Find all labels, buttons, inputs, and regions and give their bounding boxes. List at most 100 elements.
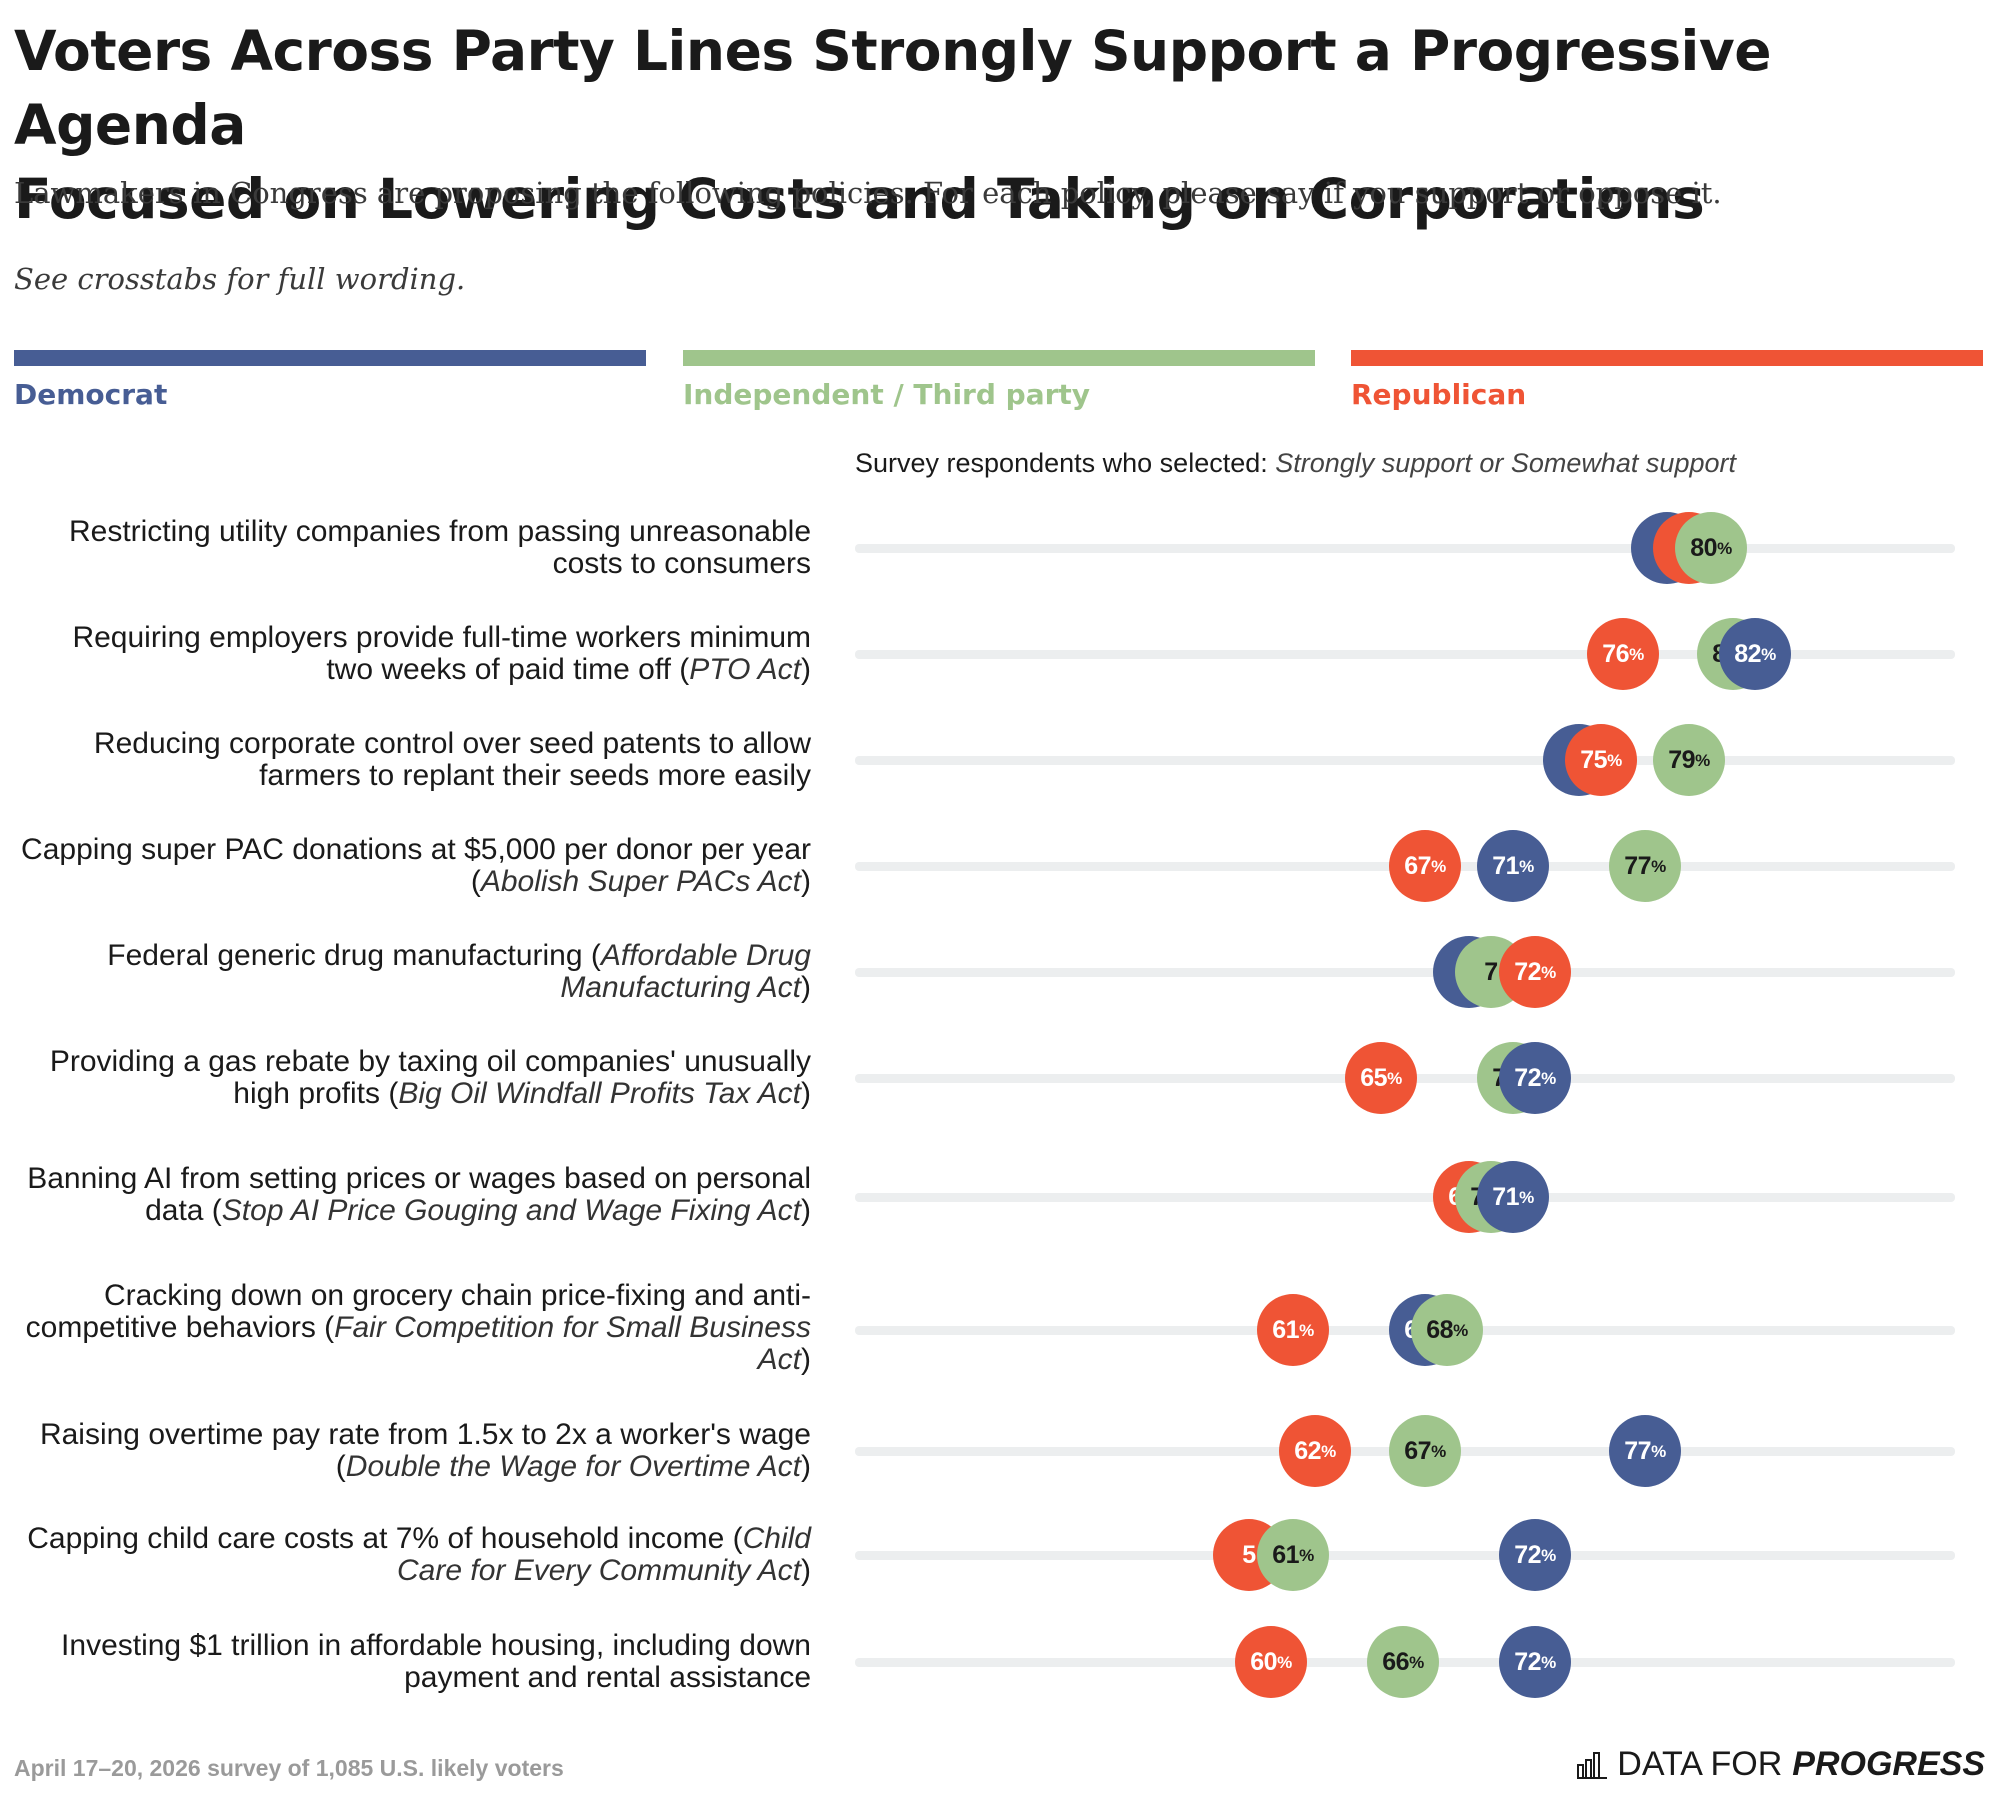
- row-label: Restricting utility companies from passi…: [21, 516, 811, 580]
- dot-value: 77: [1624, 852, 1651, 881]
- dot-ind: 77%: [1609, 830, 1681, 902]
- percent-sign: %: [1431, 857, 1446, 877]
- dot-rep: 76%: [1587, 618, 1659, 690]
- percent-sign: %: [1541, 1546, 1556, 1566]
- dot-dem: 71%: [1477, 830, 1549, 902]
- brand-logo: DATA FOR PROGRESS: [1577, 1745, 1985, 1784]
- dot-dem: 71%: [1477, 1161, 1549, 1233]
- dot-value: 67: [1404, 852, 1431, 881]
- legend-label-democrat: Democrat: [14, 378, 646, 411]
- dot-dem: 82%: [1719, 618, 1791, 690]
- dot-rep: 61%: [1257, 1294, 1329, 1366]
- row-label-text: Restricting utility companies from passi…: [69, 515, 811, 580]
- dot-value: 7: [1484, 958, 1497, 987]
- row-label: Banning AI from setting prices or wages …: [21, 1163, 811, 1227]
- brand-text: DATA FOR: [1617, 1745, 1782, 1784]
- row-act-name: Double the Wage for Overtime Act: [346, 1450, 801, 1483]
- legend-label-republican: Republican: [1351, 378, 1983, 411]
- percent-sign: %: [1651, 1442, 1666, 1462]
- percent-sign: %: [1519, 857, 1534, 877]
- axis-caption-emphasis: Strongly support or Somewhat support: [1275, 448, 1736, 478]
- percent-sign: %: [1695, 751, 1710, 771]
- axis-caption: Survey respondents who selected: Strongl…: [855, 448, 1736, 479]
- percent-sign: %: [1629, 645, 1644, 665]
- dot-value: 61: [1272, 1541, 1299, 1570]
- row-label: Raising overtime pay rate from 1.5x to 2…: [21, 1419, 811, 1483]
- percent-sign: %: [1607, 751, 1622, 771]
- percent-sign: %: [1277, 1653, 1292, 1673]
- percent-sign: %: [1299, 1546, 1314, 1566]
- row-label: Federal generic drug manufacturing (Affo…: [21, 940, 811, 1004]
- percent-sign: %: [1541, 963, 1556, 983]
- dot-value: 82: [1734, 640, 1761, 669]
- percent-sign: %: [1761, 645, 1776, 665]
- dot-ind: 79%: [1653, 724, 1725, 796]
- row-act-name: Stop AI Price Gouging and Wage Fixing Ac…: [222, 1194, 801, 1227]
- row-label-text: Capping super PAC donations at $5,000 pe…: [21, 833, 811, 866]
- dot-dem: 72%: [1499, 1042, 1571, 1114]
- percent-sign: %: [1453, 1321, 1468, 1341]
- row-act-name: Big Oil Windfall Profits Tax Act: [398, 1077, 801, 1110]
- chart-subtitle: Lawmakers in Congress are proposing the …: [14, 176, 1722, 210]
- row-label-text: Capping child care costs at 7% of househ…: [27, 1522, 724, 1555]
- dot-value: 61: [1272, 1316, 1299, 1345]
- dot-rep: 75%: [1565, 724, 1637, 796]
- dot-value: 71: [1492, 852, 1519, 881]
- axis-caption-prefix: Survey respondents who selected:: [855, 448, 1275, 478]
- percent-sign: %: [1431, 1442, 1446, 1462]
- source-note: April 17–20, 2026 survey of 1,085 U.S. l…: [14, 1755, 564, 1782]
- row-act-name: Affordable Drug Manufacturing Act: [560, 939, 811, 1004]
- dot-rep: 60%: [1235, 1626, 1307, 1698]
- percent-sign: %: [1299, 1321, 1314, 1341]
- dot-value: 65: [1360, 1064, 1387, 1093]
- dot-ind: 61%: [1257, 1519, 1329, 1591]
- legend-republican: Republican: [1351, 350, 1983, 411]
- percent-sign: %: [1651, 857, 1666, 877]
- row-label: Providing a gas rebate by taxing oil com…: [21, 1046, 811, 1110]
- dot-value: 75: [1580, 746, 1607, 775]
- row-track: [855, 1551, 1955, 1560]
- row-label: Cracking down on grocery chain price-fix…: [21, 1280, 811, 1376]
- dot-value: 72: [1514, 1541, 1541, 1570]
- dot-ind: 80%: [1675, 512, 1747, 584]
- legend-swatch-independent: [683, 350, 1315, 366]
- legend-democrat: Democrat: [14, 350, 646, 411]
- dot-value: 79: [1668, 746, 1695, 775]
- row-label: Reducing corporate control over seed pat…: [21, 728, 811, 792]
- row-track: [855, 756, 1955, 765]
- percent-sign: %: [1541, 1069, 1556, 1089]
- chart-note: See crosstabs for full wording.: [14, 262, 465, 296]
- dot-value: 67: [1404, 1437, 1431, 1466]
- dot-value: 72: [1514, 1064, 1541, 1093]
- dot-value: 62: [1294, 1437, 1321, 1466]
- row-label: Requiring employers provide full-time wo…: [21, 622, 811, 686]
- legend-label-independent: Independent / Third party: [683, 378, 1315, 411]
- row-label-text: Raising overtime pay rate from 1.5x to 2…: [40, 1418, 811, 1451]
- dot-value: 77: [1624, 1437, 1651, 1466]
- percent-sign: %: [1387, 1069, 1402, 1089]
- row-track: [855, 1193, 1955, 1202]
- dot-value: 72: [1514, 958, 1541, 987]
- dot-dem: 72%: [1499, 1519, 1571, 1591]
- row-label-text: Investing $1 trillion in affordable hous…: [61, 1629, 811, 1694]
- row-track: [855, 544, 1955, 553]
- dot-value: 72: [1514, 1648, 1541, 1677]
- title-line-1: Voters Across Party Lines Strongly Suppo…: [14, 14, 1974, 162]
- dot-dem: 77%: [1609, 1415, 1681, 1487]
- dot-value: 80: [1690, 534, 1717, 563]
- dot-rep: 65%: [1345, 1042, 1417, 1114]
- dot-ind: 67%: [1389, 1415, 1461, 1487]
- legend-swatch-republican: [1351, 350, 1983, 366]
- dot-value: 5: [1242, 1541, 1255, 1570]
- percent-sign: %: [1321, 1442, 1336, 1462]
- dot-ind: 66%: [1367, 1626, 1439, 1698]
- row-act-name: Fair Competition for Small Business Act: [334, 1311, 811, 1376]
- row-label: Capping super PAC donations at $5,000 pe…: [21, 834, 811, 898]
- dot-rep: 72%: [1499, 936, 1571, 1008]
- row-label-text: Federal generic drug manufacturing: [107, 939, 582, 972]
- dot-value: 68: [1426, 1316, 1453, 1345]
- dot-ind: 68%: [1411, 1294, 1483, 1366]
- row-label: Capping child care costs at 7% of househ…: [21, 1523, 811, 1587]
- dot-dem: 72%: [1499, 1626, 1571, 1698]
- bar-chart-icon: [1577, 1751, 1607, 1779]
